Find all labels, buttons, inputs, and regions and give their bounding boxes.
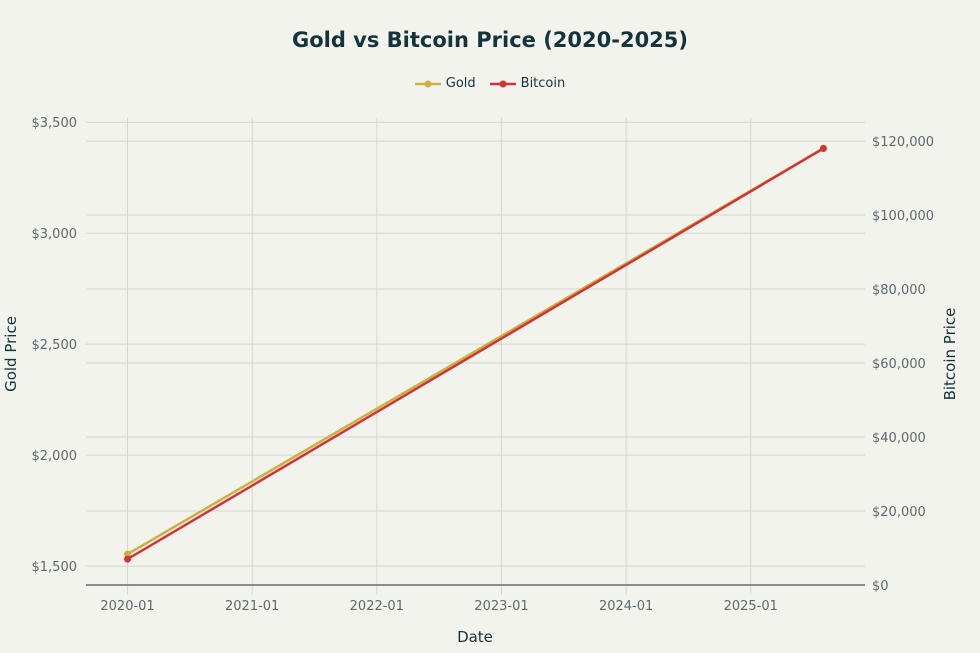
legend-swatch-bitcoin xyxy=(489,80,516,87)
legend-item-bitcoin[interactable]: Bitcoin xyxy=(489,76,566,91)
y-axis-right-label: Bitcoin Price xyxy=(941,308,959,401)
y-right-tick-label: $80,000 xyxy=(872,283,926,298)
y-left-tick-label: $3,000 xyxy=(32,227,78,242)
bitcoin-point xyxy=(124,555,132,563)
legend-label-gold: Gold xyxy=(445,76,476,91)
y-right-tick-label: $60,000 xyxy=(872,357,926,372)
legend-item-gold[interactable]: Gold xyxy=(414,76,476,91)
gold-point xyxy=(124,550,132,558)
y-left-tick-label: $3,500 xyxy=(32,116,78,131)
y-right-tick-label: $40,000 xyxy=(872,431,926,446)
x-tick-label: 2022-01 xyxy=(350,599,404,614)
legend: Gold Bitcoin xyxy=(0,76,980,91)
bitcoin-point xyxy=(819,144,827,152)
y-left-tick-label: $1,500 xyxy=(32,560,78,575)
y-right-tick-label: $0 xyxy=(872,579,889,594)
x-tick-label: 2020-01 xyxy=(100,599,154,614)
bitcoin-line xyxy=(126,147,825,561)
legend-label-bitcoin: Bitcoin xyxy=(520,76,566,91)
y-right-tick-label: $20,000 xyxy=(872,505,926,520)
y-left-tick-label: $2,500 xyxy=(32,338,78,353)
x-axis-label: Date xyxy=(457,628,493,646)
y-left-tick-label: $2,000 xyxy=(32,449,78,464)
chart-title: Gold vs Bitcoin Price (2020-2025) xyxy=(291,28,689,52)
x-tick-label: 2024-01 xyxy=(599,599,653,614)
x-tick-label: 2025-01 xyxy=(724,599,778,614)
y-right-tick-label: $120,000 xyxy=(872,135,934,150)
y-axis-left-label: Gold Price xyxy=(2,316,20,392)
y-right-tick-label: $100,000 xyxy=(872,209,934,224)
legend-swatch-gold xyxy=(414,80,441,87)
x-tick-label: 2021-01 xyxy=(225,599,279,614)
x-tick-label: 2023-01 xyxy=(474,599,528,614)
